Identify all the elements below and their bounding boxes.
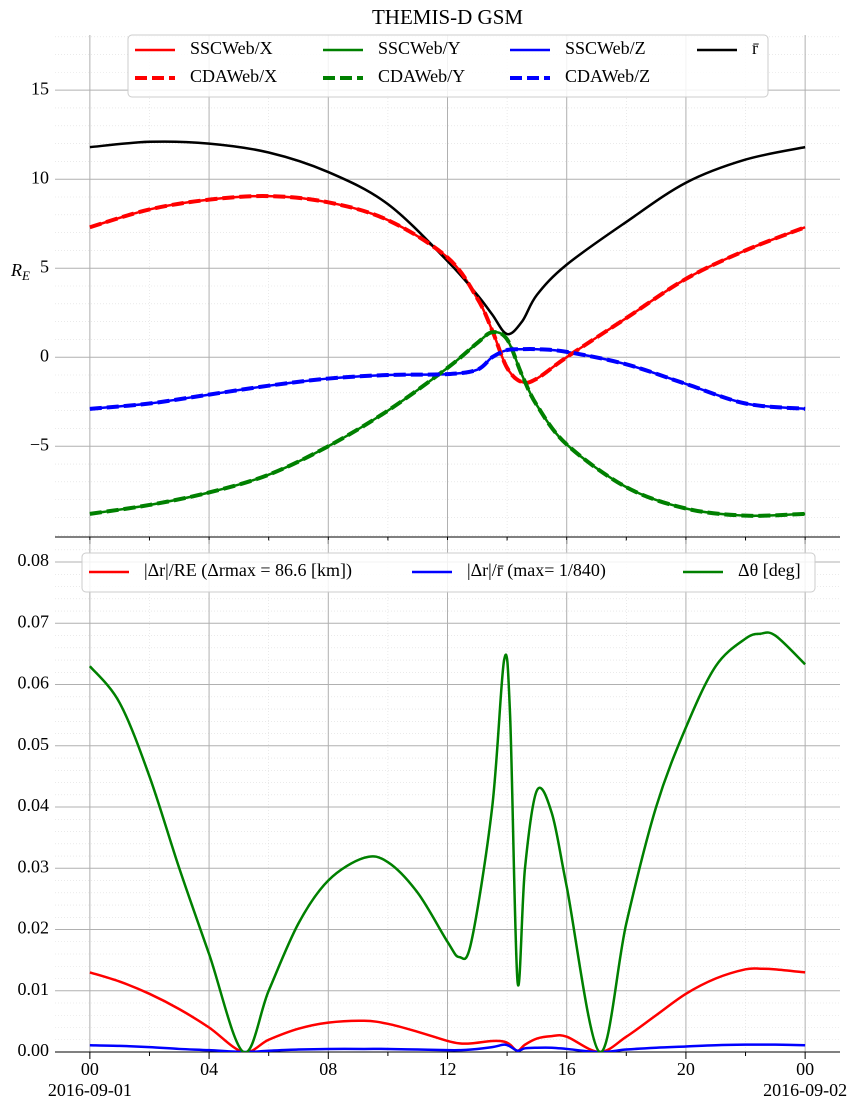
y-tick-label: 0.02	[18, 918, 50, 938]
legend-label: CDAWeb/X	[190, 66, 277, 86]
y-tick-label: −5	[30, 434, 49, 454]
data-line	[89, 330, 806, 518]
y-tick-label: 0.03	[18, 856, 50, 876]
y-tick-label: 0.00	[18, 1040, 50, 1060]
y-tick-label: 0	[40, 345, 49, 365]
y-tick-label: 0.01	[18, 979, 50, 999]
legend-label: CDAWeb/Z	[565, 66, 650, 86]
y-tick-label: 10	[31, 167, 49, 187]
chart-title: THEMIS-D GSM	[372, 5, 523, 29]
x-date-label: 2016-09-02	[763, 1080, 847, 1100]
data-line	[89, 346, 806, 411]
x-tick-label: 00	[796, 1059, 814, 1079]
y-axis-label-base: R	[10, 260, 22, 280]
y-tick-label: 0.05	[18, 734, 50, 754]
legend-label: |Δr|/r̄ (max= 1/840)	[467, 560, 606, 581]
legend-label: CDAWeb/Y	[378, 66, 465, 86]
x-tick-label: 00	[81, 1059, 99, 1079]
y-tick-label: 0.08	[18, 550, 50, 570]
x-tick-label: 08	[319, 1059, 337, 1079]
x-tick-label: 04	[200, 1059, 218, 1079]
x-tick-label: 12	[439, 1059, 457, 1079]
y-tick-label: 0.07	[18, 611, 50, 631]
y-tick-label: 15	[31, 78, 49, 98]
y-axis-label: RE	[10, 260, 30, 283]
x-tick-label: 16	[558, 1059, 576, 1079]
y-tick-label: 0.04	[18, 795, 50, 815]
legend-label: |Δr|/RE (Δrmax = 86.6 [km])	[144, 560, 352, 581]
data-line	[89, 140, 806, 336]
data-line	[88, 631, 807, 1052]
legend-label: SSCWeb/X	[190, 38, 273, 58]
data-line	[89, 967, 806, 1052]
legend-label: SSCWeb/Z	[565, 38, 646, 58]
y-axis-label-sub: E	[21, 268, 30, 283]
x-tick-label: 20	[677, 1059, 695, 1079]
y-tick-label: 5	[40, 256, 49, 276]
plot-area	[89, 140, 806, 518]
x-date-label: 2016-09-01	[48, 1080, 132, 1100]
legend-label: r̄	[752, 38, 759, 58]
legend-label: Δθ [deg]	[738, 560, 801, 580]
legend-label: SSCWeb/Y	[378, 38, 461, 58]
legend-box	[127, 34, 769, 98]
plot-area	[88, 631, 807, 1052]
y-tick-label: 0.06	[18, 673, 50, 693]
